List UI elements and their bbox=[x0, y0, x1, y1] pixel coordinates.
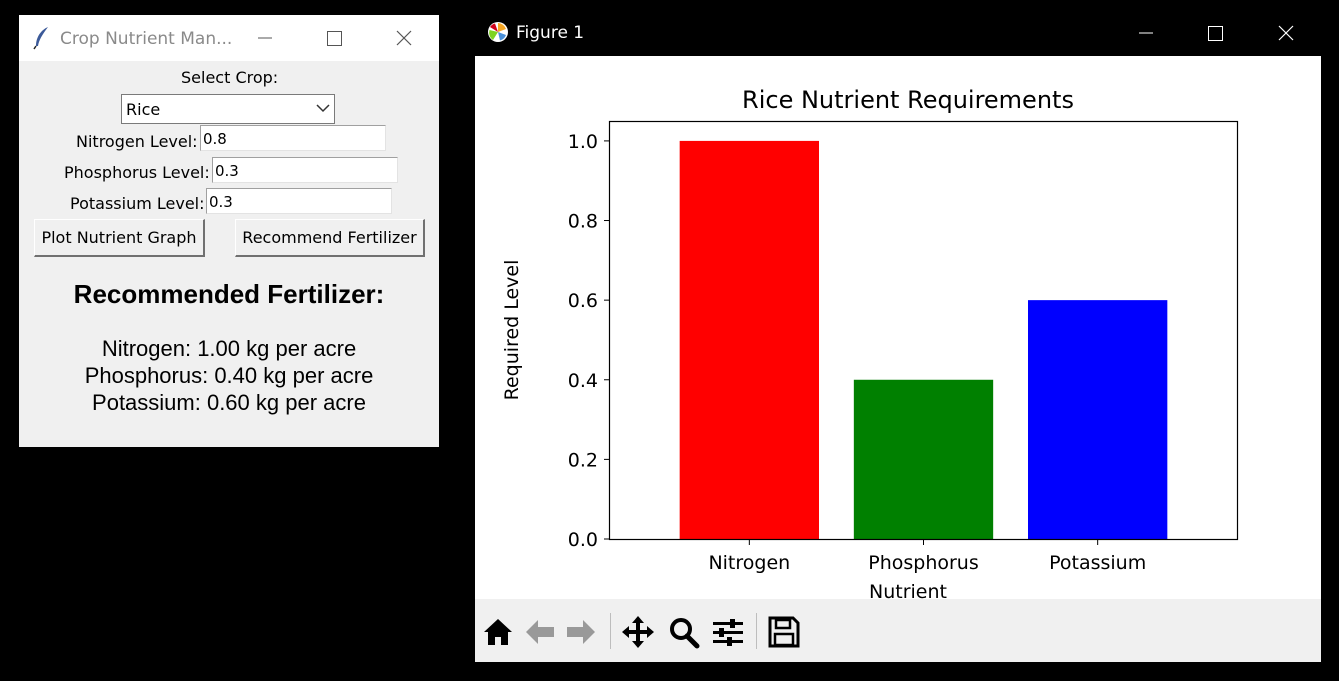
x-tick-label: Potassium bbox=[1049, 552, 1146, 574]
y-tick-label: 0.4 bbox=[568, 370, 598, 392]
close-icon[interactable] bbox=[1272, 20, 1300, 46]
x-axis-label: Nutrient bbox=[869, 581, 947, 599]
phosphorus-input[interactable]: 0.3 bbox=[212, 157, 398, 183]
nitrogen-input[interactable]: 0.8 bbox=[200, 125, 386, 151]
window-title: Crop Nutrient Man... bbox=[60, 29, 233, 49]
recommendation-potassium: Potassium: 0.60 kg per acre bbox=[92, 390, 366, 415]
back-arrow-icon[interactable] bbox=[523, 615, 557, 649]
tk-title-bar[interactable]: Crop Nutrient Man... bbox=[19, 15, 439, 61]
recommendation-phosphorus: Phosphorus: 0.40 kg per acre bbox=[84, 363, 374, 388]
matplotlib-logo-icon bbox=[488, 22, 508, 42]
matplotlib-toolbar bbox=[475, 599, 1321, 662]
configure-subplots-icon[interactable] bbox=[711, 615, 745, 649]
select-crop-label: Select Crop: bbox=[181, 68, 279, 87]
save-icon[interactable] bbox=[767, 615, 801, 649]
phosphorus-label: Phosphorus Level: bbox=[64, 163, 210, 182]
y-tick-label: 0.8 bbox=[568, 211, 598, 233]
recommendation-nitrogen: Nitrogen: 1.00 kg per acre bbox=[101, 336, 357, 361]
plot-nutrient-graph-button[interactable]: Plot Nutrient Graph bbox=[34, 219, 205, 257]
y-tick-label: 0.6 bbox=[568, 290, 598, 312]
crop-dropdown-value: Rice bbox=[126, 100, 161, 119]
chart-title: Rice Nutrient Requirements bbox=[742, 86, 1074, 114]
x-tick-label: Phosphorus bbox=[868, 552, 979, 574]
home-icon[interactable] bbox=[481, 615, 515, 649]
recommend-fertilizer-button[interactable]: Recommend Fertilizer bbox=[235, 219, 425, 257]
maximize-icon[interactable] bbox=[1201, 20, 1229, 46]
close-icon[interactable] bbox=[390, 25, 418, 51]
bar-chart[interactable]: Rice Nutrient Requirements 0.0 0.2 0.4 0.6 0… bbox=[475, 56, 1321, 599]
feather-icon bbox=[33, 27, 48, 50]
crop-dropdown[interactable]: Rice bbox=[121, 94, 335, 124]
bar-phosphorus bbox=[853, 379, 994, 539]
potassium-input[interactable]: 0.3 bbox=[206, 188, 392, 214]
bar-nitrogen bbox=[679, 140, 819, 539]
bar-potassium bbox=[1028, 300, 1168, 539]
forward-arrow-icon[interactable] bbox=[564, 615, 598, 649]
y-tick-label: 0.0 bbox=[568, 529, 598, 551]
figure-title-bar[interactable]: Figure 1 bbox=[475, 10, 1321, 56]
y-tick-label: 0.2 bbox=[568, 449, 598, 471]
crop-nutrient-window: Crop Nutrient Man... Select Crop: Rice N… bbox=[19, 15, 439, 447]
nitrogen-label: Nitrogen Level: bbox=[76, 132, 198, 151]
minimize-icon[interactable] bbox=[251, 25, 279, 51]
x-tick-label: Nitrogen bbox=[708, 552, 790, 574]
figure-title: Figure 1 bbox=[516, 23, 585, 43]
y-tick-label: 1.0 bbox=[568, 131, 598, 153]
zoom-icon[interactable] bbox=[667, 615, 701, 649]
pan-icon[interactable] bbox=[621, 615, 655, 649]
plot-axes-frame bbox=[608, 120, 1239, 541]
maximize-icon[interactable] bbox=[320, 25, 348, 51]
potassium-label: Potassium Level: bbox=[70, 194, 205, 213]
minimize-icon[interactable] bbox=[1132, 20, 1160, 46]
y-axis-label: Required Level bbox=[501, 260, 523, 401]
figure-window: Figure 1 Rice Nutrient Requirements 0.0 0… bbox=[475, 10, 1321, 662]
toolbar-separator bbox=[756, 613, 757, 649]
recommendation-heading: Recommended Fertilizer: bbox=[73, 279, 385, 309]
chevron-down-icon[interactable] bbox=[316, 103, 330, 113]
toolbar-separator bbox=[610, 613, 611, 649]
